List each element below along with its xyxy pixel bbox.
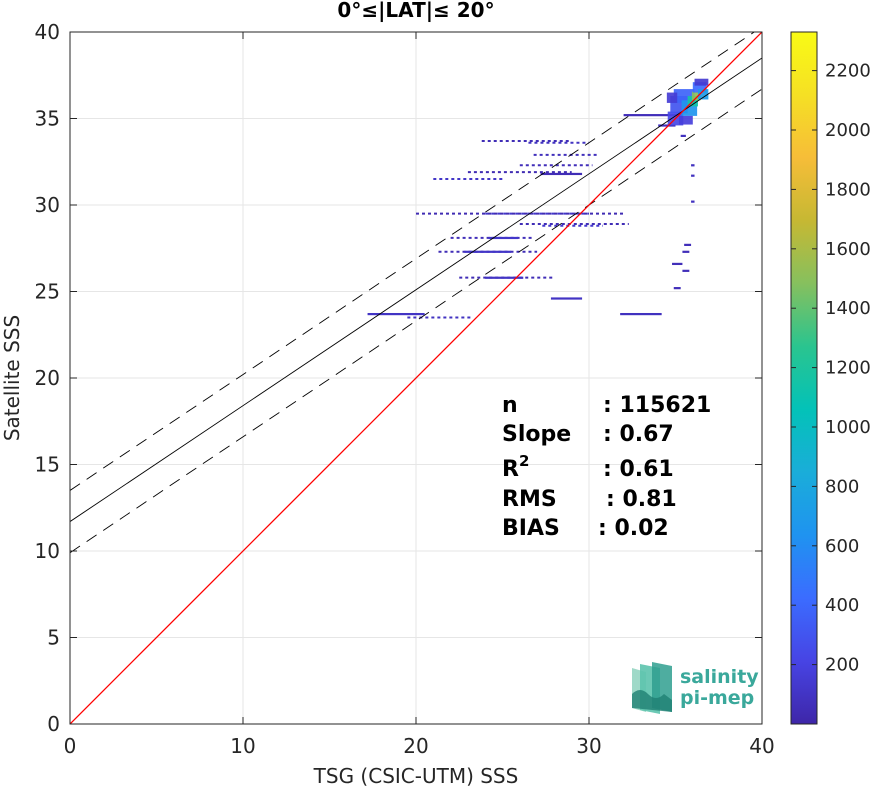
stat-slope-label: Slope xyxy=(502,422,571,447)
density-streak xyxy=(623,114,679,117)
y-tick-label: 5 xyxy=(47,626,60,650)
y-tick-label: 40 xyxy=(35,20,60,44)
density-cell xyxy=(694,78,709,86)
x-tick-label: 30 xyxy=(576,734,601,758)
density-streak xyxy=(464,250,512,253)
x-tick-label: 10 xyxy=(230,734,255,758)
regression-lines xyxy=(70,32,762,724)
density-streak xyxy=(550,297,583,300)
salinity-pi-mep-logo: salinity pi-mep xyxy=(632,662,759,714)
x-tick-label: 20 xyxy=(403,734,428,758)
colorbar-tick-label: 2000 xyxy=(825,120,871,141)
colorbar-tick-label: 1000 xyxy=(825,417,871,438)
density-cell xyxy=(692,82,707,93)
chart-title: 0°≤|LAT|≤ 20° xyxy=(337,0,494,22)
colorbar-tick-label: 1400 xyxy=(825,298,871,319)
stat-r2-sup: 2 xyxy=(519,452,529,470)
colorbar-tick-label: 400 xyxy=(825,595,859,616)
fit-line xyxy=(70,57,762,522)
colorbar-tick-label: 1800 xyxy=(825,179,871,200)
density-streak xyxy=(680,134,686,137)
density-streak xyxy=(540,172,583,176)
stat-bias-label: BIAS xyxy=(502,516,560,541)
colorbar-tick-label: 1200 xyxy=(825,358,871,379)
stat-slope-value: : 0.67 xyxy=(603,422,674,447)
y-tick-label: 0 xyxy=(47,712,60,736)
x-axis-label: TSG (CSIC-UTM) SSS xyxy=(313,764,519,788)
density-streak xyxy=(620,312,662,316)
one-to-one-line xyxy=(70,32,762,724)
stat-r2-value: : 0.61 xyxy=(603,457,674,482)
density-streak xyxy=(658,124,676,127)
colorbar-gradient xyxy=(790,31,818,725)
colorbar-tick-label: 800 xyxy=(825,476,859,497)
stat-n-value: : 115621 xyxy=(603,393,711,418)
logo-line2: pi-mep xyxy=(680,687,754,709)
density-cell xyxy=(697,89,709,100)
stat-r2-base: R xyxy=(502,457,519,482)
y-tick-label: 20 xyxy=(35,366,60,390)
x-axis-ticks: 0 10 20 30 40 xyxy=(64,32,775,758)
x-tick-label: 0 xyxy=(64,734,77,758)
y-tick-label: 25 xyxy=(35,280,60,304)
density-streak xyxy=(673,287,681,290)
stat-bias-value: : 0.02 xyxy=(598,516,669,541)
y-tick-label: 30 xyxy=(35,193,60,217)
y-axis-ticks: 0 5 10 15 20 25 30 35 40 xyxy=(35,20,762,736)
density-streak xyxy=(682,250,690,253)
density-streak xyxy=(672,262,683,266)
colorbar-tick-label: 1600 xyxy=(825,239,871,260)
colorbar-tick-label: 2200 xyxy=(825,61,871,82)
logo-icon xyxy=(632,662,672,714)
stat-r2-label: R2 xyxy=(502,452,529,482)
stat-n-label: n xyxy=(502,393,518,418)
density-streak xyxy=(488,236,519,240)
y-tick-label: 15 xyxy=(35,453,60,477)
x-tick-label: 40 xyxy=(749,734,774,758)
y-axis-label: Satellite SSS xyxy=(0,315,24,441)
statistics-box: n : 115621 Slope : 0.67 R2 : 0.61 RMS : … xyxy=(502,393,711,541)
stat-rms-label: RMS xyxy=(502,487,557,512)
density-streak xyxy=(691,164,695,167)
density-streak xyxy=(367,312,425,316)
density-cell xyxy=(678,115,693,125)
density-streak xyxy=(691,200,695,203)
density-cells xyxy=(367,78,709,319)
density-streak xyxy=(691,174,695,177)
colorbar-tick-label: 200 xyxy=(825,655,859,676)
colorbar-ticks: 200 400 600 800 1000 1200 1400 1600 1800 2000 2200 xyxy=(791,61,871,676)
density-streak xyxy=(485,276,524,279)
density-cell xyxy=(691,91,701,101)
density-streak xyxy=(682,269,690,272)
logo-line1: salinity xyxy=(680,666,759,688)
stat-rms-value: : 0.81 xyxy=(606,487,677,512)
density-streak xyxy=(684,243,692,246)
y-tick-label: 35 xyxy=(35,107,60,131)
colorbar-tick-label: 600 xyxy=(825,536,859,557)
colorbar: 200 400 600 800 1000 1200 1400 1600 1800 2000 2200 xyxy=(790,31,871,725)
y-tick-label: 10 xyxy=(35,539,60,563)
density-cell xyxy=(666,92,678,103)
